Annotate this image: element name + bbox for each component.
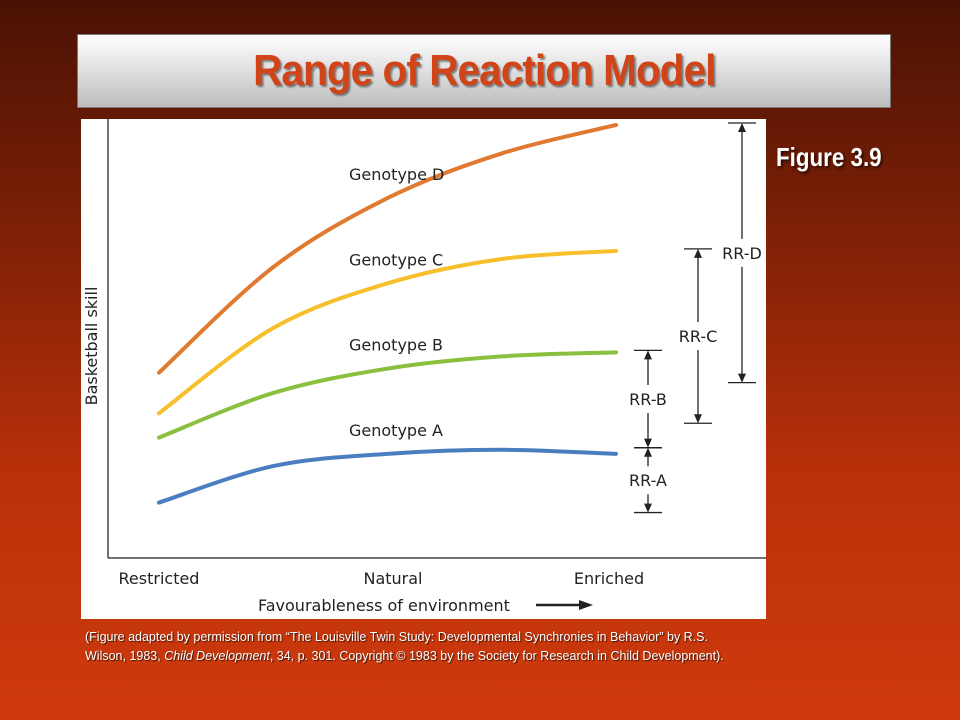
series-line-genotype-c <box>157 248 618 416</box>
slide-title: Range of Reaction Model <box>252 46 716 95</box>
x-tick-natural: Natural <box>363 569 422 588</box>
series-label-genotype-b: Genotype B <box>349 336 443 355</box>
series-layer: Genotype D Genotype C Genotype B Genotype A <box>157 123 618 505</box>
caption-text: (Figure adapted by permission from “The … <box>85 630 708 663</box>
range-label-rr-a: RR-A <box>629 471 667 490</box>
x-axis-label: Favourableness of environment <box>258 596 510 615</box>
range-of-reaction-chart: Basketball skill Restricted Natural Enri… <box>82 119 766 615</box>
caption-journal: Child Development <box>164 649 270 663</box>
range-layer: RR-D RR-C RR-B RR-A <box>624 122 766 514</box>
slide-title-box: Range of Reaction Model <box>77 34 891 108</box>
figure-caption: (Figure adapted by permission from “The … <box>85 628 745 666</box>
chart-panel: Basketball skill Restricted Natural Enri… <box>81 119 766 619</box>
range-label-bg-rr-c <box>674 326 722 347</box>
series-line-genotype-a <box>157 447 618 505</box>
x-tick-enriched: Enriched <box>574 569 644 588</box>
range-bracket-rr-d <box>728 122 756 384</box>
range-label-bg-rr-b <box>624 388 672 409</box>
y-axis-label: Basketball skill <box>82 287 101 406</box>
series-label-genotype-c: Genotype C <box>349 250 443 269</box>
range-label-bg-rr-a <box>624 470 672 491</box>
series-line-genotype-b <box>157 350 618 440</box>
x-tick-restricted: Restricted <box>119 569 200 588</box>
range-label-rr-c: RR-C <box>679 327 718 346</box>
range-label-rr-d: RR-D <box>722 244 762 263</box>
range-label-bg-rr-d <box>718 242 766 263</box>
range-bracket-rr-c <box>684 248 712 424</box>
series-line-genotype-d <box>157 123 618 375</box>
x-axis-arrow <box>536 600 593 610</box>
range-label-rr-b: RR-B <box>629 390 667 409</box>
figure-label: Figure 3.9 <box>776 142 882 172</box>
series-label-genotype-a: Genotype A <box>349 421 443 440</box>
caption-text-end: , 34, p. 301. Copyright © 1983 by the So… <box>269 649 724 663</box>
series-label-genotype-d: Genotype D <box>349 165 444 184</box>
range-bracket-rr-a <box>634 447 662 514</box>
